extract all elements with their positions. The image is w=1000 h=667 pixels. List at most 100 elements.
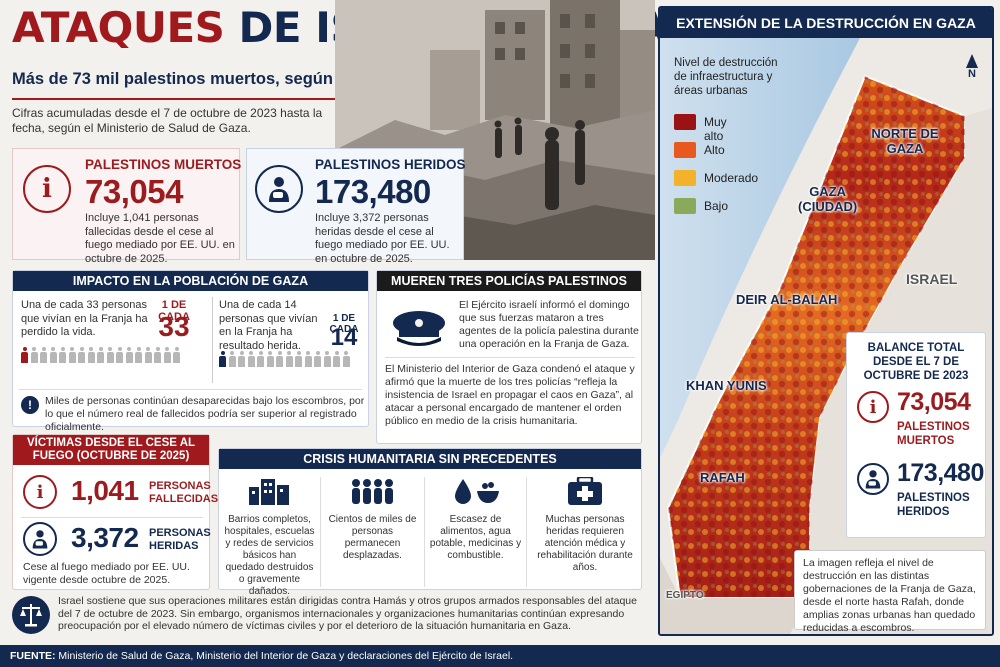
police-cap-icon xyxy=(391,309,447,354)
impact-injured-text: Una de cada 14 personas que vivían en la… xyxy=(219,299,318,352)
ceasefire-injured-value: 3,372 xyxy=(71,522,139,553)
person-icon xyxy=(285,351,293,367)
ceasefire-title: VÍCTIMAS DESDE EL CESE AL FUEGO (OCTUBRE… xyxy=(13,435,209,465)
title-rule xyxy=(12,98,352,100)
map-caption-box: La imagen refleja el nivel de destrucció… xyxy=(794,550,986,634)
person-icon xyxy=(116,347,123,363)
person-icon xyxy=(173,347,180,363)
crisis-items: Barrios completos, hospitales, escuelas … xyxy=(219,475,643,597)
person-icon xyxy=(314,351,321,367)
egypt-area xyxy=(660,558,810,634)
footer: FUENTE: Ministerio de Salud de Gaza, Min… xyxy=(0,645,1000,667)
region-deir-al-balah: DEIR AL-BALAH xyxy=(736,292,838,307)
ceasefire-injured-icon xyxy=(23,522,57,556)
balance-injured-label: PALESTINOS HERIDOS xyxy=(897,492,970,518)
person-info-icon: i xyxy=(23,165,71,213)
person-icon xyxy=(144,347,152,363)
impact-title: IMPACTO EN LA POBLACIÓN DE GAZA xyxy=(13,271,368,291)
region-gaza-ciudad-line2: (CIUDAD) xyxy=(798,199,858,214)
person-icon xyxy=(68,347,76,363)
person-icon xyxy=(228,351,236,367)
impact-panel: IMPACTO EN LA POBLACIÓN DE GAZA Una de c… xyxy=(12,270,369,433)
balance-dead-icon: i xyxy=(857,391,889,423)
dead-ratio-label: 1 DE CADA xyxy=(158,299,190,323)
police-rule xyxy=(385,357,635,358)
legend-swatch-moderate xyxy=(674,170,696,186)
impact-note: Miles de personas continúan desaparecida… xyxy=(45,395,365,433)
dead-value: 73,054 xyxy=(85,173,183,210)
balance-title: BALANCE TOTAL DESDE EL 7 DE OCTUBRE DE 2… xyxy=(863,342,969,382)
region-rafah: RAFAH xyxy=(700,470,745,485)
person-icon xyxy=(78,347,85,363)
intro-text: Cifras acumuladas desde el 7 de octubre … xyxy=(12,106,323,135)
legend-label: Moderado xyxy=(704,171,759,185)
injured-label: PALESTINOS HERIDOS xyxy=(315,157,466,172)
destruction-map-panel: EXTENSIÓN DE LA DESTRUCCIÓN EN GAZA N Ni… xyxy=(658,6,994,636)
injured-ratio-value: 14 xyxy=(330,324,358,351)
destruction-texture xyxy=(668,76,965,598)
balance-injured-value: 173,480 xyxy=(897,459,984,487)
person-icon xyxy=(106,347,114,363)
crisis-item: Cientos de miles de personas permanecen … xyxy=(321,477,425,587)
map-title: EXTENSIÓN DE LA DESTRUCCIÓN EN GAZA xyxy=(660,8,992,38)
water-food-icon xyxy=(454,479,499,504)
ceasefire-dead-icon: i xyxy=(23,475,57,509)
map-caption: La imagen refleja el nivel de destrucció… xyxy=(803,557,976,634)
legend-label: Muy alto xyxy=(704,115,727,143)
person-icon xyxy=(238,351,245,367)
footer-source-label: FUENTE: xyxy=(10,650,56,662)
region-israel: ISRAEL xyxy=(906,271,958,287)
crisis-item-text: Escasez de alimentos, agua potable, medi… xyxy=(429,514,522,561)
person-icon xyxy=(135,347,142,363)
balance-dead-label: PALESTINOS MUERTOS xyxy=(897,421,970,447)
legend-label: Alto xyxy=(704,143,725,157)
legend-swatch-low xyxy=(674,198,696,214)
israel-statement: Israel sostiene que sus operaciones mili… xyxy=(58,595,637,632)
crisis-item: Muchas personas heridas requieren atenci… xyxy=(527,475,643,587)
impact-divider xyxy=(212,297,213,383)
person-icon xyxy=(247,351,255,367)
crisis-item-text: Barrios completos, hospitales, escuelas … xyxy=(224,514,315,597)
medical-kit-icon xyxy=(568,475,602,505)
person-icon xyxy=(87,347,95,363)
ceasefire-note: Cese al fuego mediado por EE. UU. vigent… xyxy=(23,561,190,586)
person-icon xyxy=(163,347,171,363)
balance-card: BALANCE TOTAL DESDE EL 7 DE OCTUBRE DE 2… xyxy=(846,332,986,538)
person-icon xyxy=(323,351,331,367)
police-title: MUEREN TRES POLICÍAS PALESTINOS xyxy=(377,271,641,291)
region-egipto: EGIPTO xyxy=(666,590,704,601)
dead-ratio-value: 33 xyxy=(158,311,190,342)
person-icon xyxy=(49,347,57,363)
dead-stat-card: i PALESTINOS MUERTOS 73,054 Incluye 1,04… xyxy=(12,148,241,265)
crisis-item: Escasez de alimentos, agua potable, medi… xyxy=(425,477,527,587)
person-icon xyxy=(59,347,66,363)
crisis-item-text: Muchas personas heridas requieren atenci… xyxy=(537,514,633,573)
legend-swatch-very-high xyxy=(674,114,696,130)
impact-note-rule xyxy=(19,389,362,390)
person-icon xyxy=(304,351,312,367)
crisis-panel: CRISIS HUMANITARIA SIN PRECEDENTES Barri… xyxy=(218,448,643,597)
person-icon xyxy=(295,351,302,367)
ceasefire-injured-label: PERSONAS HERIDAS xyxy=(149,527,211,552)
police-text-2: El Ministerio del Interior de Gaza conde… xyxy=(385,363,635,427)
person-icon xyxy=(333,351,340,367)
region-gaza-ciudad: GAZA (CIUDAD) xyxy=(798,184,857,214)
police-panel: MUEREN TRES POLICÍAS PALESTINOS El Ejérc… xyxy=(376,270,642,444)
buildings-icon xyxy=(248,479,289,505)
ceasefire-dead-value: 1,041 xyxy=(71,475,139,506)
impact-dead-text: Una de cada 33 personas que vivían en la… xyxy=(21,299,148,338)
person-icon xyxy=(125,347,133,363)
north-label: N xyxy=(968,68,976,80)
person-icon xyxy=(257,351,264,367)
north-arrow-icon: N xyxy=(966,54,978,80)
ceasefire-rule xyxy=(21,517,203,518)
dead-ratio-pictogram xyxy=(21,347,180,363)
person-icon xyxy=(40,347,47,363)
dead-note: Incluye 1,041 personas fallecidas desde … xyxy=(85,212,235,265)
region-khan-yunis: KHAN YUNIS xyxy=(686,378,767,393)
person-icon xyxy=(21,347,28,363)
alert-icon: ! xyxy=(21,396,39,414)
injured-ratio-pictogram xyxy=(219,351,350,367)
person-icon xyxy=(154,347,161,363)
ceasefire-dead-label: PERSONAS FALLECIDAS xyxy=(149,480,219,505)
